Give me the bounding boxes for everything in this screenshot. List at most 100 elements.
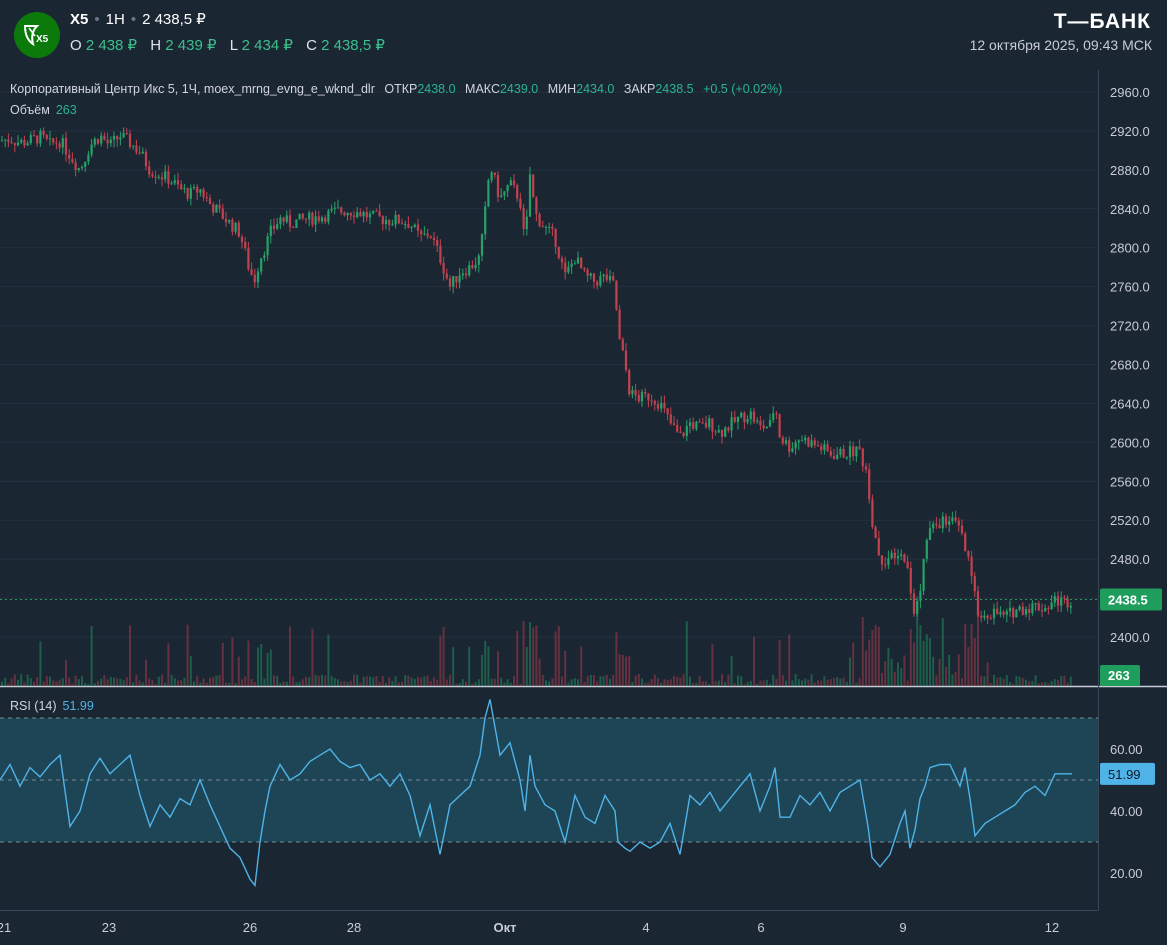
candle-body [224, 218, 228, 223]
candle-body [980, 615, 983, 618]
volume-bar [689, 676, 691, 686]
candle-body [580, 257, 583, 269]
volume-bar [1005, 675, 1008, 686]
volume-bar [826, 679, 829, 686]
candle-body [660, 402, 663, 409]
candle-body [458, 275, 461, 283]
volume-bar [295, 682, 298, 686]
volume-bar [593, 674, 595, 686]
candle-body [20, 140, 23, 143]
candle-body [477, 255, 480, 265]
candle-body [336, 207, 340, 209]
candle-body [967, 551, 970, 557]
candle-body [970, 556, 973, 577]
candle-body [84, 161, 87, 167]
volume-bar [468, 646, 471, 686]
volume-bar [1009, 682, 1011, 686]
volume-bar [580, 646, 583, 686]
volume-bar [666, 679, 669, 686]
candle-body [832, 455, 836, 459]
ticker-symbol[interactable]: X5 [70, 11, 89, 28]
volume-bar [365, 676, 368, 686]
candle-body [445, 273, 448, 279]
ohlc-close-value: 2 438,5 ₽ [321, 37, 385, 54]
candle-body [154, 176, 157, 178]
candle-body [1018, 606, 1021, 610]
volume-bar [1002, 678, 1005, 686]
candle-body [877, 538, 880, 556]
volume-bar [589, 675, 592, 686]
volume-bar [154, 683, 157, 686]
candle-body [0, 140, 4, 142]
axes: 2960.0 2920.0 2880.0 2840.0 2800.0 2760.0 2720… [0, 85, 1162, 935]
candle-body [381, 216, 384, 225]
volume-bar [433, 677, 435, 686]
candle-body [900, 554, 903, 557]
candle-body [839, 448, 842, 455]
candle-body [842, 448, 845, 458]
volume-bar [532, 627, 535, 686]
volume-bar [669, 679, 672, 686]
candle-body [1008, 607, 1012, 612]
volume-bar [241, 679, 243, 686]
candle-body [314, 216, 317, 225]
interval-label[interactable]: 1H [105, 11, 125, 28]
volume-bar [772, 674, 775, 686]
price-panel-bg [0, 70, 1098, 686]
candle-body [135, 145, 138, 153]
candle-body [1050, 602, 1053, 609]
candle-body [858, 446, 861, 449]
volume-bar [980, 675, 983, 686]
candle-body [36, 135, 39, 144]
volume-bar [109, 676, 112, 686]
volume-bar [922, 640, 925, 686]
candle-body [164, 171, 167, 180]
volume-bar [711, 644, 714, 686]
volume-bar [356, 674, 359, 686]
volume-bar [538, 658, 541, 686]
candle-body [653, 400, 656, 405]
volume-bar [327, 634, 330, 686]
price-chart[interactable]: 2960.0 2920.0 2880.0 2840.0 2800.0 2760.0 2720… [0, 70, 1167, 945]
volume-bar [813, 682, 816, 686]
volume-bar [753, 636, 755, 686]
candle-body [202, 189, 205, 198]
volume-bar [455, 683, 458, 686]
candle-body [554, 228, 557, 247]
candle-body [26, 143, 29, 146]
volume-bar [10, 678, 13, 686]
candle-body [711, 418, 714, 432]
volume-bar [13, 674, 16, 686]
candle-body [74, 162, 77, 170]
volume-bar [116, 678, 119, 686]
volume-bar [842, 677, 845, 686]
candle-body [919, 590, 922, 601]
volume-bar [1031, 681, 1034, 686]
candle-body [279, 217, 282, 225]
grid-lines [0, 70, 1167, 911]
volume-bar [746, 682, 749, 686]
candle-body [180, 184, 183, 190]
candle-body [637, 395, 640, 402]
volume-bar [1015, 675, 1018, 686]
candle-body [1044, 607, 1047, 612]
candle-body [973, 576, 976, 592]
ticker-logo[interactable]: X5 [14, 12, 60, 58]
volume-bar [845, 681, 848, 686]
candle-body [80, 166, 84, 169]
candle-body [404, 223, 407, 225]
volume-bar [577, 679, 579, 686]
candle-body [1053, 596, 1056, 603]
volume-bar [129, 625, 131, 686]
logo-text: X5 [36, 34, 49, 45]
candle-body [32, 135, 36, 137]
volume-bar [1060, 676, 1063, 686]
candle-body [768, 419, 772, 427]
candle-body [228, 219, 231, 223]
candle-body [429, 236, 432, 238]
price-tick-label: 2480.0 [1110, 552, 1150, 567]
volume-bar [465, 681, 467, 686]
rsi-tick-label: 20.00 [1110, 866, 1143, 881]
candle-body [58, 143, 61, 148]
volume-bar [337, 679, 339, 686]
